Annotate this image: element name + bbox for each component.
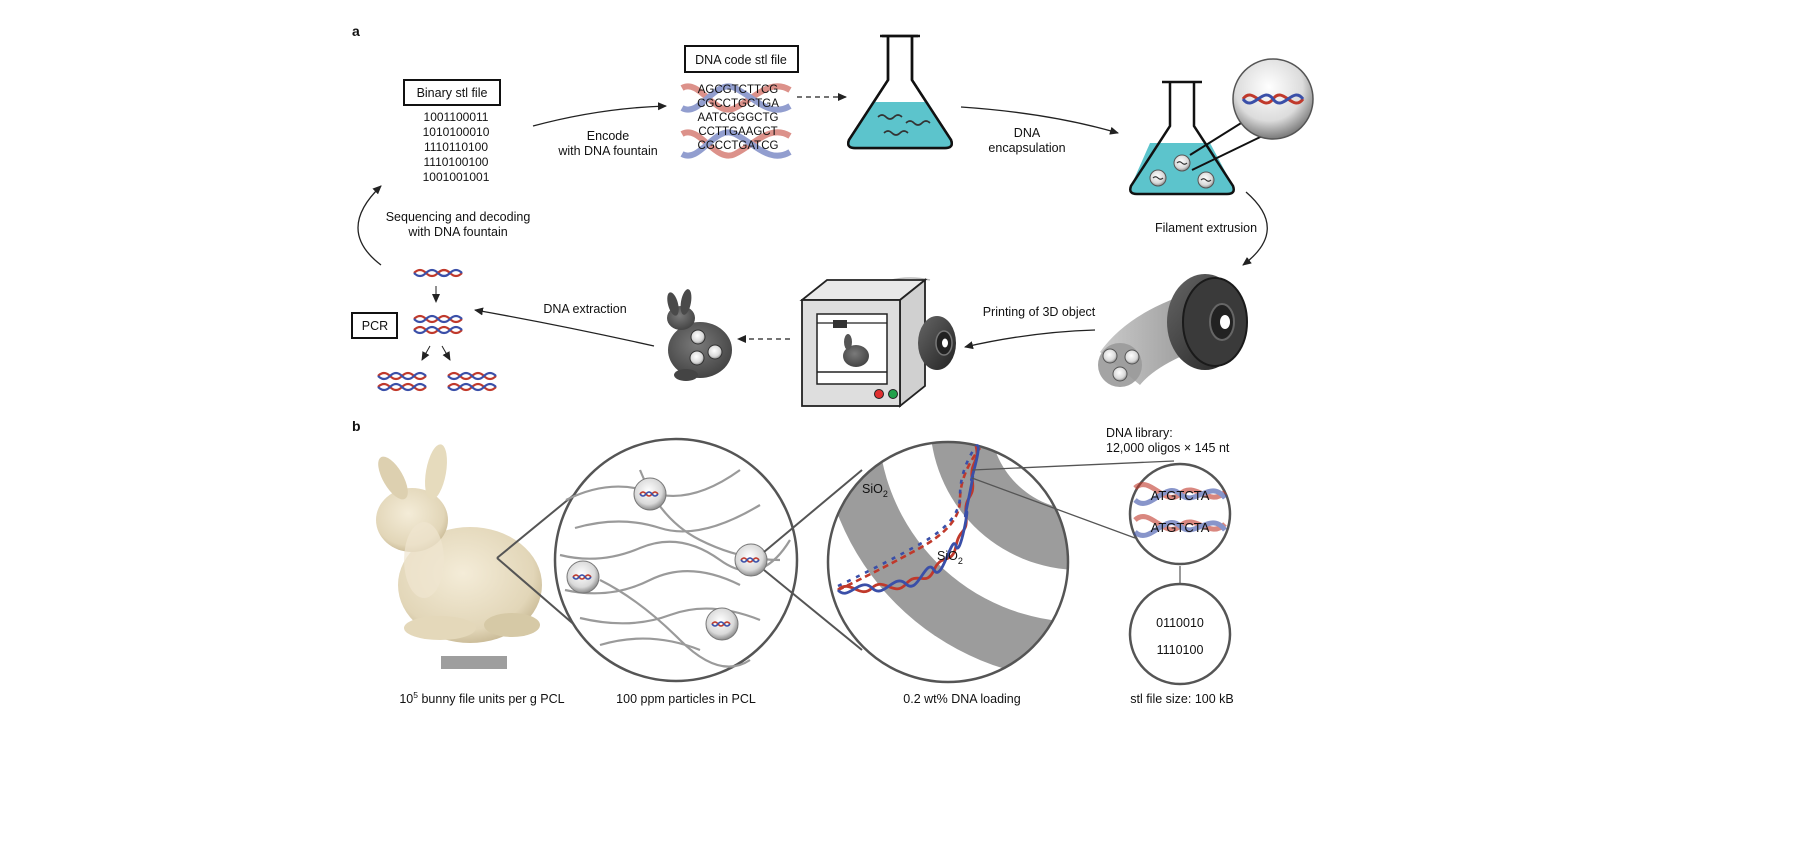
pcl-particle [705, 607, 739, 641]
oligo-circle: ATGTCTA ATGTCTA [1128, 462, 1232, 566]
dna-loading-circle: SiO2 SiO2 [826, 440, 1070, 684]
bits-line: 0110010 [1156, 616, 1204, 630]
encode-arrow [532, 102, 667, 127]
dna-code-lines: AGCGTCTTCG CGCCTGCTGA AATCGGGCTG CCTTGAA… [697, 84, 779, 152]
dna-line: AATCGGGCTG [698, 112, 779, 124]
sio2-label-1: SiO2 [862, 482, 888, 499]
binary-stl-title: Binary stl file [417, 86, 488, 100]
sequencing-label: Sequencing and decoding [386, 210, 531, 224]
scale-bar [441, 656, 507, 669]
bits-line: 1110100 [1157, 643, 1204, 657]
printed-bunny-icon [667, 289, 732, 381]
dna-line: CCTTGAAGCT [698, 126, 777, 138]
dna-line: CGCCTGCTGA [697, 98, 779, 110]
printing-arrow [964, 329, 1096, 350]
panel-a-label: a [352, 23, 360, 39]
binary-line: 1001001001 [423, 170, 490, 184]
binary-code-lines: 1001100011 1010100010 1110110100 1110100… [423, 110, 490, 184]
caption-particles: 100 ppm particles in PCL [616, 692, 756, 706]
caption-bunny-units: 105 bunny file units per g PCL [399, 690, 564, 706]
sio2-label-2: SiO2 [937, 549, 963, 566]
sequencing-arrow [357, 185, 382, 266]
dna-library-label: DNA library: [1106, 426, 1173, 440]
dna-line: AGCGTCTTCG [698, 84, 779, 96]
caption-loading: 0.2 wt% DNA loading [903, 692, 1020, 706]
zoom-line [971, 460, 1175, 471]
encapsulation-label: DNA [1014, 126, 1041, 140]
printing-label: Printing of 3D object [983, 305, 1096, 319]
encode-label: Encode [587, 129, 629, 143]
flask-dna-solution-icon [847, 34, 953, 150]
filament-arrow [1242, 191, 1268, 266]
pcl-particle [734, 543, 768, 577]
oligo-sequence: ATGTCTA [1151, 520, 1210, 535]
encapsulation-arrow [960, 106, 1119, 135]
dna-stl-title: DNA code stl file [695, 53, 787, 67]
sequencing-label-2: with DNA fountain [407, 225, 507, 239]
binary-line: 1001100011 [424, 110, 489, 124]
binary-line: 1110100100 [424, 155, 489, 169]
binary-stl-box [403, 79, 501, 106]
encode-label-2: with DNA fountain [557, 144, 657, 158]
flask-encapsulated-icon [1129, 80, 1284, 196]
zoom-line [763, 569, 863, 651]
3d-printer-icon [799, 277, 956, 408]
encapsulation-label-2: encapsulation [988, 141, 1065, 155]
caption-file-size: stl file size: 100 kB [1130, 692, 1234, 706]
binary-line: 1010100010 [423, 125, 490, 139]
pcr-label: PCR [362, 319, 388, 333]
pcl-particle [566, 560, 600, 594]
extraction-label: DNA extraction [543, 302, 626, 316]
dna-line: CGCCTGATCG [698, 140, 779, 152]
filament-label: Filament extrusion [1155, 221, 1257, 235]
dna-helix-background [680, 83, 792, 159]
pcr-amplification-icon [377, 268, 497, 392]
extraction-arrow [474, 307, 655, 347]
binary-line: 1110110100 [424, 140, 488, 154]
pcr-box [351, 312, 398, 339]
zoom-line [763, 469, 863, 553]
dna-library-detail: 12,000 oligos × 145 nt [1106, 441, 1230, 455]
filament-spool-icon [1098, 274, 1248, 387]
zoom-line [971, 477, 1136, 539]
magnified-bead-icon [1232, 58, 1314, 140]
dna-stl-box [684, 45, 799, 73]
pcl-particles-circle [553, 437, 799, 683]
pcl-particle [633, 477, 667, 511]
bits-circle: 0110010 1110100 [1128, 582, 1232, 686]
panel-b-label: b [352, 418, 361, 434]
bunny-photo-icon [376, 444, 542, 669]
oligo-sequence: ATGTCTA [1151, 488, 1210, 503]
